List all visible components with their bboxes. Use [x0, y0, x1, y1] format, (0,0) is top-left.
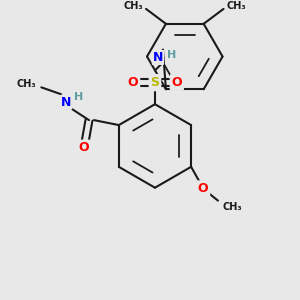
Text: H: H	[74, 92, 84, 102]
Text: CH₃: CH₃	[223, 202, 242, 212]
Text: S: S	[151, 76, 160, 89]
Text: N: N	[61, 96, 71, 109]
Text: H: H	[167, 50, 176, 59]
Text: O: O	[198, 182, 208, 195]
Text: O: O	[128, 76, 138, 89]
Text: N: N	[153, 51, 163, 64]
Text: CH₃: CH₃	[226, 1, 246, 11]
Text: O: O	[79, 141, 89, 154]
Text: CH₃: CH₃	[123, 1, 143, 11]
Text: O: O	[172, 76, 182, 89]
Text: CH₃: CH₃	[17, 79, 36, 89]
